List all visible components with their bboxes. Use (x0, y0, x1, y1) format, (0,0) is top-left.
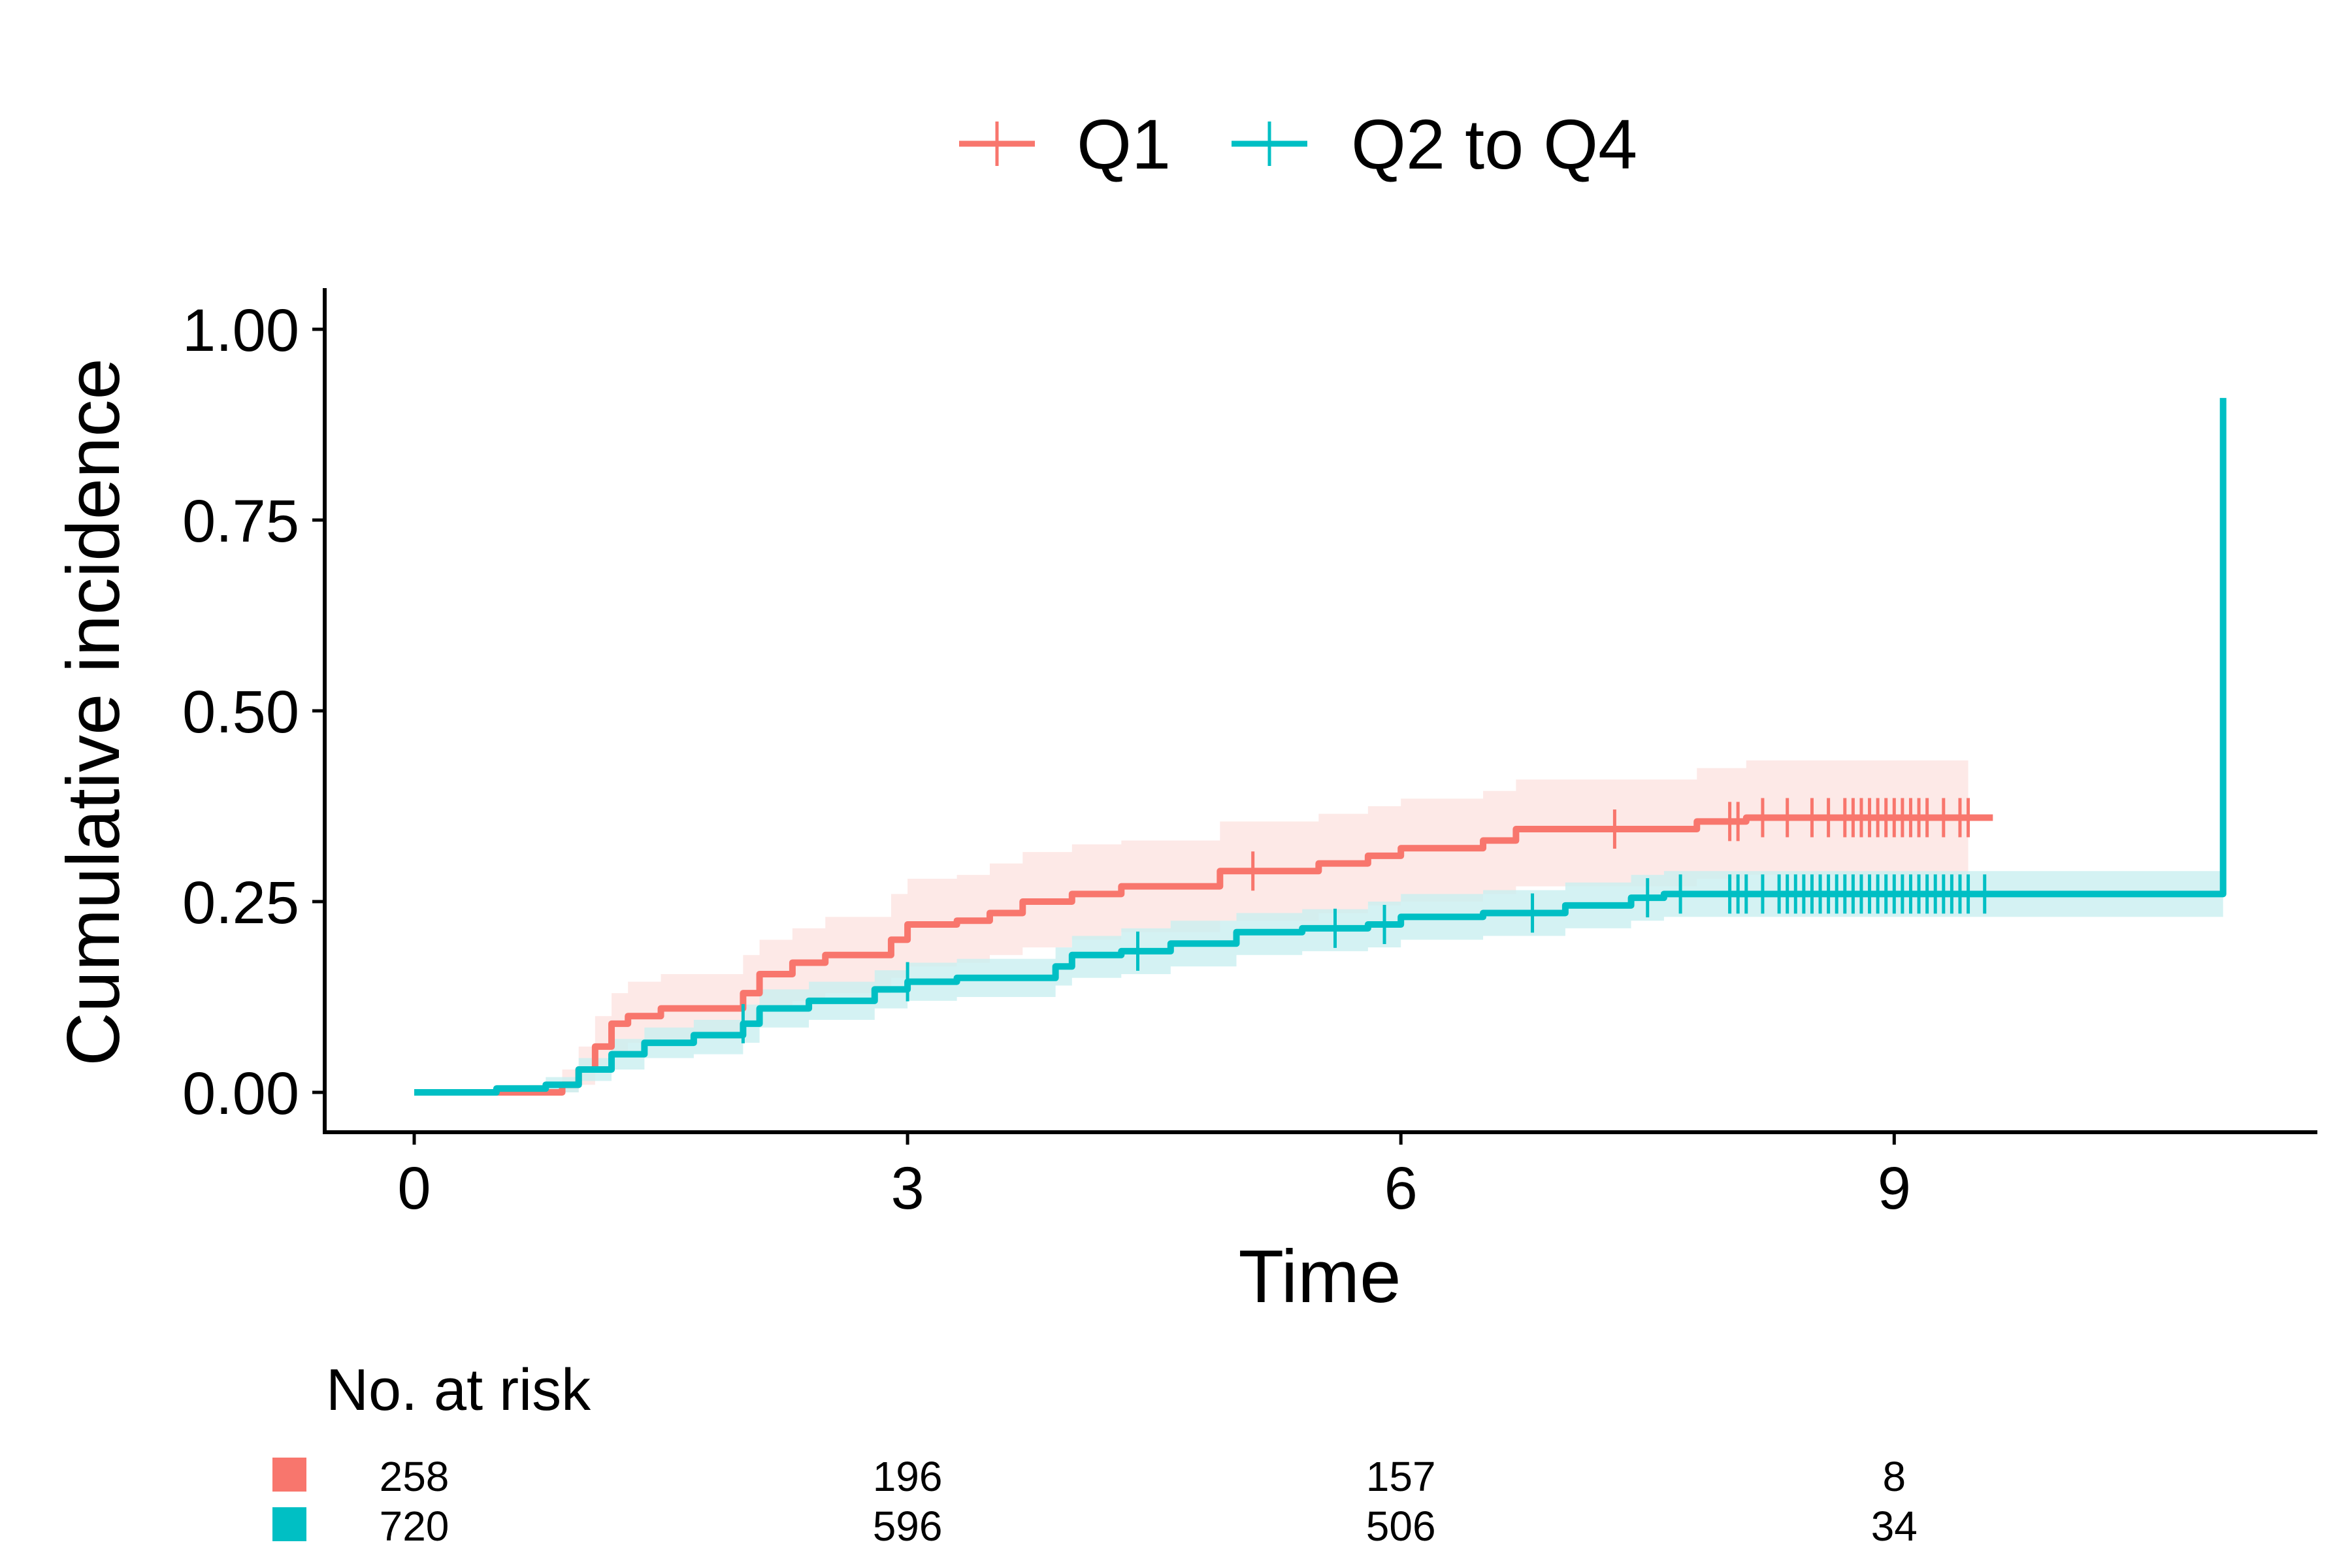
risk-value: 506 (1366, 1503, 1436, 1550)
risk-row-swatch (272, 1507, 306, 1541)
legend-item-q2-to-q4: Q2 to Q4 (1232, 105, 1637, 184)
x-tick-label: 6 (1384, 1155, 1418, 1222)
risk-row-swatch (272, 1458, 306, 1492)
legend-item-q1: Q1 (959, 105, 1171, 184)
risk-value: 196 (873, 1453, 943, 1500)
curve-q1 (414, 814, 1993, 1096)
axes: 0.00 0.25 0.50 0.75 1.00 0 3 6 9 (182, 288, 2317, 1222)
risk-table-title: No. at risk (326, 1358, 591, 1423)
risk-value: 596 (873, 1503, 943, 1550)
x-axis-title: Time (1238, 1235, 1401, 1318)
x-tick-label: 9 (1878, 1155, 1911, 1222)
y-tick-label: 0.00 (182, 1060, 299, 1127)
legend-label-q2-to-q4: Q2 to Q4 (1351, 105, 1637, 184)
legend-label-q1: Q1 (1077, 105, 1171, 184)
x-tick-label: 3 (891, 1155, 924, 1222)
risk-value: 34 (1871, 1503, 1918, 1550)
legend: Q1 Q2 to Q4 (959, 105, 1637, 184)
x-tick-label: 0 (397, 1155, 431, 1222)
censor-marks (741, 798, 1987, 1043)
risk-value: 8 (1883, 1453, 1906, 1500)
y-tick-label: 0.50 (182, 679, 299, 745)
risk-value: 720 (380, 1503, 449, 1550)
y-tick-label: 0.25 (182, 870, 299, 936)
curve-q2-to-q4 (414, 398, 2227, 1096)
risk-value: 157 (1366, 1453, 1436, 1500)
y-tick-label: 0.75 (182, 488, 299, 555)
risk-table: 258 196 157 8 720 596 506 34 (272, 1453, 1918, 1550)
risk-value: 258 (380, 1453, 449, 1500)
curves (414, 398, 2227, 1096)
y-tick-label: 1.00 (182, 297, 299, 364)
y-axis-title: Cumulative incidence (52, 358, 135, 1066)
